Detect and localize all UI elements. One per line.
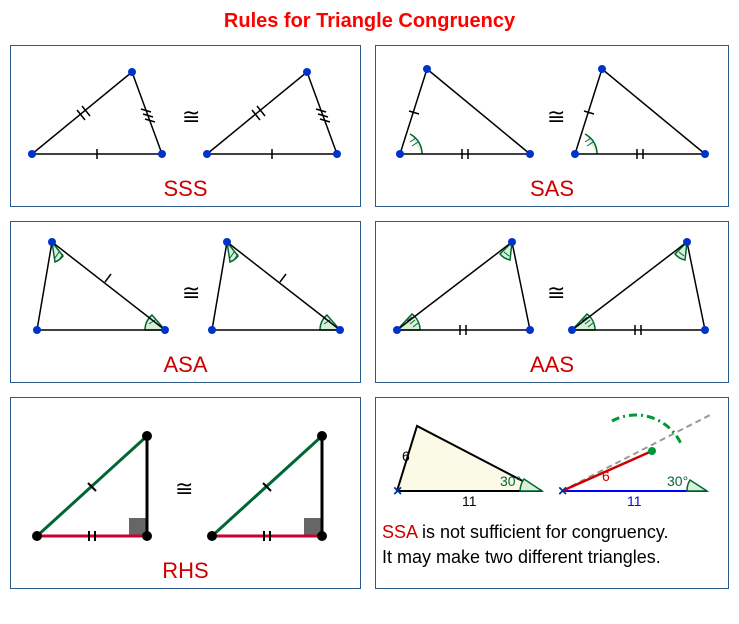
rhs-label: RHS xyxy=(17,558,354,584)
rhs-diagram: ≅ xyxy=(17,406,347,556)
ssa-side6-right: 6 xyxy=(602,468,610,484)
ssa-side11-right: 11 xyxy=(627,493,642,509)
cell-asa: ≅ ASA xyxy=(10,221,361,383)
svg-text:≅: ≅ xyxy=(182,280,200,305)
ssa-explanation: SSA is not sufficient for congruency. It… xyxy=(382,520,722,570)
ssa-diagram: 6 11 30° × 6 11 30° × xyxy=(382,406,722,516)
aas-diagram: ≅ xyxy=(382,230,712,350)
ssa-text-line1: is not sufficient for congruency. xyxy=(417,522,668,542)
cell-sas: ≅ SAS xyxy=(375,45,729,207)
rules-grid: ≅ SSS xyxy=(10,45,729,589)
congruent-symbol: ≅ xyxy=(182,104,200,129)
ssa-angle30-left: 30° xyxy=(500,473,521,489)
asa-label: ASA xyxy=(17,352,354,378)
title-text: Rules for Triangle Congruency xyxy=(224,10,515,32)
ssa-angle30-right: 30° xyxy=(667,473,688,489)
cell-aas: ≅ AAS xyxy=(375,221,729,383)
svg-text:×: × xyxy=(393,483,402,500)
ssa-side6-left: 6 xyxy=(402,448,410,464)
ssa-text-line2: It may make two different triangles. xyxy=(382,547,661,567)
svg-text:≅: ≅ xyxy=(547,104,565,129)
sss-label: SSS xyxy=(17,176,354,202)
page-title: Rules for Triangle Congruency xyxy=(10,10,729,33)
svg-text:×: × xyxy=(558,483,567,500)
sas-diagram: ≅ xyxy=(382,54,712,174)
sas-label: SAS xyxy=(382,176,722,202)
asa-diagram: ≅ xyxy=(17,230,347,350)
cell-ssa: 6 11 30° × 6 11 30° × xyxy=(375,397,729,589)
ssa-label-inline: SSA xyxy=(382,522,417,542)
aas-label: AAS xyxy=(382,352,722,378)
cell-sss: ≅ SSS xyxy=(10,45,361,207)
svg-text:≅: ≅ xyxy=(175,476,193,501)
sss-diagram: ≅ xyxy=(17,54,347,174)
svg-text:≅: ≅ xyxy=(547,280,565,305)
ssa-side11-left: 11 xyxy=(462,493,477,509)
cell-rhs: ≅ RHS xyxy=(10,397,361,589)
